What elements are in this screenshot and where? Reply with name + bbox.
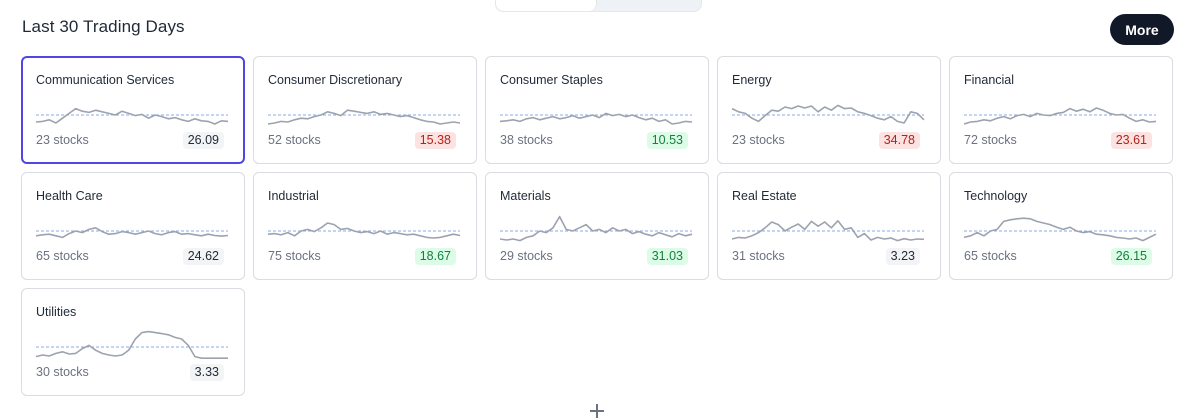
sector-grid: Communication Services 23 stocks 26.09 Cons… xyxy=(21,56,1173,396)
sector-name: Energy xyxy=(732,73,772,87)
sector-name: Materials xyxy=(500,189,551,203)
sparkline-chart xyxy=(499,112,693,125)
sector-name: Health Care xyxy=(36,189,103,203)
sector-card[interactable]: Energy 23 stocks 34.78 xyxy=(717,56,941,164)
sparkline-line xyxy=(35,330,228,360)
sparkline-line xyxy=(35,227,229,239)
value-badge: 23.61 xyxy=(1110,132,1152,149)
sector-card[interactable]: Industrial 75 stocks 18.67 xyxy=(253,172,477,280)
sector-name: Utilities xyxy=(36,305,77,319)
sector-card[interactable]: Consumer Discretionary 52 stocks 15.38 xyxy=(253,56,477,164)
sector-name: Real Estate xyxy=(732,189,797,203)
sector-name: Technology xyxy=(964,189,1028,203)
sparkline-chart xyxy=(731,220,925,242)
plus-icon[interactable] xyxy=(590,404,604,418)
sparkline-chart xyxy=(499,215,693,242)
sector-card[interactable]: Materials 29 stocks 31.03 xyxy=(485,172,709,280)
sparkline-line xyxy=(35,107,229,125)
sector-card[interactable]: Consumer Staples 38 stocks 10.53 xyxy=(485,56,709,164)
value-badge: 3.23 xyxy=(885,248,920,265)
sector-name: Consumer Staples xyxy=(500,73,603,87)
view-toggle[interactable] xyxy=(495,0,702,12)
sparkline-line xyxy=(731,104,925,124)
sparkline-line xyxy=(267,222,461,239)
stock-count: 65 stocks xyxy=(964,249,1017,263)
stock-count: 23 stocks xyxy=(36,133,89,147)
sector-card[interactable]: Real Estate 31 stocks 3.23 xyxy=(717,172,941,280)
value-badge: 10.53 xyxy=(646,132,688,149)
sector-name: Industrial xyxy=(268,189,319,203)
sparkline-chart xyxy=(35,330,228,360)
value-badge: 34.78 xyxy=(878,132,920,149)
stock-count: 23 stocks xyxy=(732,133,785,147)
sector-card[interactable]: Health Care 65 stocks 24.62 xyxy=(21,172,245,280)
sparkline-line xyxy=(267,109,461,125)
value-badge: 3.33 xyxy=(189,364,224,381)
sparkline-line xyxy=(499,215,693,242)
sparkline-chart xyxy=(267,222,461,239)
sparkline-chart xyxy=(35,107,229,125)
stock-count: 72 stocks xyxy=(964,133,1017,147)
sparkline-chart xyxy=(267,109,461,125)
stock-count: 75 stocks xyxy=(268,249,321,263)
stock-count: 52 stocks xyxy=(268,133,321,147)
value-badge: 26.15 xyxy=(1110,248,1152,265)
sparkline-line xyxy=(963,107,1157,125)
sector-card[interactable]: Financial 72 stocks 23.61 xyxy=(949,56,1173,164)
view-toggle-active-segment[interactable] xyxy=(496,0,597,11)
sparkline-line xyxy=(731,220,925,242)
value-badge: 15.38 xyxy=(414,132,456,149)
sector-card[interactable]: Utilities 30 stocks 3.33 xyxy=(21,288,245,396)
stock-count: 29 stocks xyxy=(500,249,553,263)
value-badge: 18.67 xyxy=(414,248,456,265)
more-button[interactable]: More xyxy=(1110,14,1174,45)
sparkline-chart xyxy=(731,104,925,124)
sparkline-chart xyxy=(963,107,1157,125)
value-badge: 26.09 xyxy=(182,132,224,149)
sparkline-line xyxy=(963,217,1157,242)
stock-count: 38 stocks xyxy=(500,133,553,147)
sparkline-chart xyxy=(35,227,229,239)
sparkline-chart xyxy=(963,217,1157,242)
page-title: Last 30 Trading Days xyxy=(22,17,185,36)
sector-card[interactable]: Technology 65 stocks 26.15 xyxy=(949,172,1173,280)
sector-name: Consumer Discretionary xyxy=(268,73,403,87)
value-badge: 24.62 xyxy=(182,248,224,265)
sector-name: Communication Services xyxy=(36,73,175,87)
sparkline-line xyxy=(499,112,693,125)
stock-count: 30 stocks xyxy=(36,365,89,379)
stock-count: 31 stocks xyxy=(732,249,785,263)
sector-name: Financial xyxy=(964,73,1015,87)
value-badge: 31.03 xyxy=(646,248,688,265)
stock-count: 65 stocks xyxy=(36,249,89,263)
sector-card[interactable]: Communication Services 23 stocks 26.09 xyxy=(21,56,245,164)
